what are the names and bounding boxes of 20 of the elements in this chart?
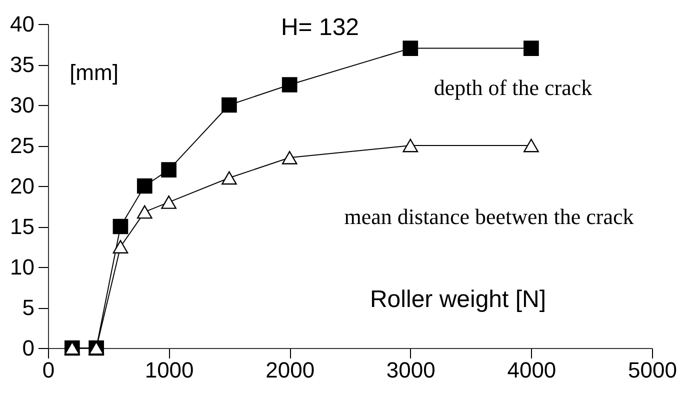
series-label: depth of the crack bbox=[434, 75, 592, 100]
y-tick-label: 25 bbox=[10, 133, 34, 158]
y-tick-label: 30 bbox=[10, 92, 34, 118]
chart-title: H= 132 bbox=[280, 14, 360, 41]
x-tick-label: 0 bbox=[42, 358, 55, 382]
x-tick-label: 4000 bbox=[507, 358, 556, 382]
text: mean distance beetwen the crack bbox=[344, 204, 634, 229]
x-axis-title: Roller weight [N] bbox=[370, 286, 546, 313]
y-axis-title: [mm] bbox=[70, 60, 118, 85]
y-tick-label: 0 bbox=[22, 336, 34, 360]
y-tick-label: 15 bbox=[10, 214, 34, 239]
y-tick-label: 5 bbox=[22, 295, 34, 320]
y-tick-label: 20 bbox=[10, 174, 34, 198]
y-tick-label: 35 bbox=[10, 52, 34, 77]
x-tick-label: 2000 bbox=[266, 358, 315, 382]
x-tick-label: 1000 bbox=[144, 358, 194, 382]
y-tick-label: 40 bbox=[10, 12, 34, 36]
y-tick-label: 10 bbox=[10, 254, 34, 280]
x-tick-label: 3000 bbox=[386, 358, 436, 382]
x-tick-label: 5000 bbox=[628, 358, 677, 382]
